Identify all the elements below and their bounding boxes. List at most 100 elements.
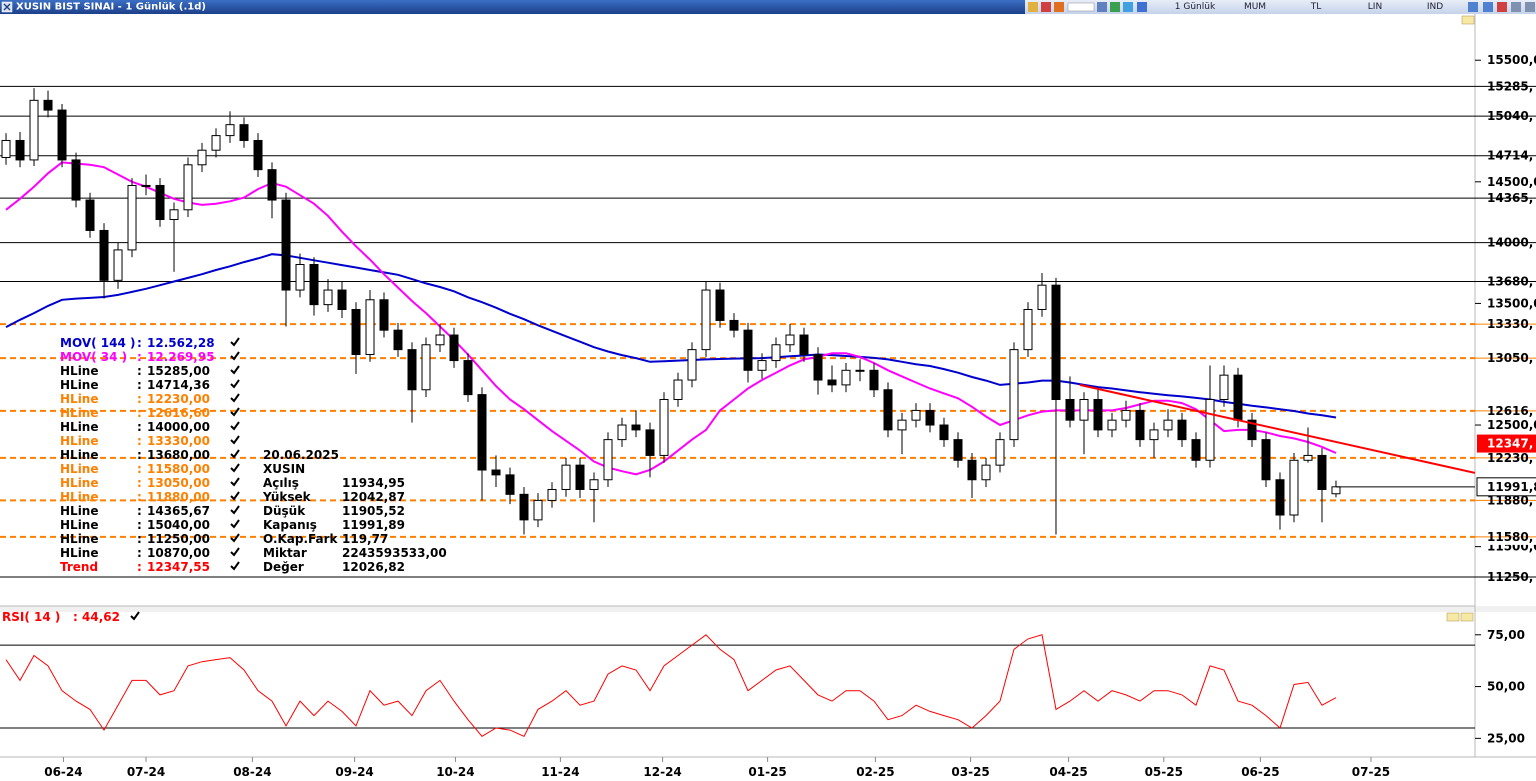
legend-separator: : [137, 490, 142, 504]
candle-body [239, 124, 249, 141]
candle-body [393, 329, 403, 351]
checkmark [230, 449, 240, 459]
candle-body [407, 349, 417, 391]
legend-separator: : [137, 406, 142, 420]
legend-separator: : [137, 434, 142, 448]
legend-name: HLine [60, 364, 98, 378]
candle-body [925, 409, 935, 426]
candle-body [673, 379, 683, 400]
legend-value: 12347,55 [147, 560, 210, 574]
candle-body [631, 424, 641, 431]
candle-body [127, 184, 137, 251]
info-value: 2243593533,00 [342, 546, 447, 560]
tool-icon[interactable] [1123, 2, 1133, 12]
legend-name: HLine [60, 434, 98, 448]
legend-name: HLine [60, 378, 98, 392]
candle-body [715, 289, 725, 321]
tool-icon[interactable] [1525, 2, 1535, 12]
moving-average-line [5, 253, 1337, 419]
legend-separator: : [137, 518, 142, 532]
candle-body [869, 369, 879, 391]
y-tick-label: 50,00 [1487, 680, 1525, 694]
panel-button[interactable] [1460, 612, 1474, 622]
tool-icon[interactable] [1468, 2, 1478, 12]
candle-body [729, 319, 739, 331]
candle-body [449, 334, 459, 362]
checkmark [230, 421, 240, 431]
candle-body [1289, 459, 1299, 516]
y-tick-label: 13500,0 [1487, 296, 1536, 310]
y-tick-label: 14500,0 [1487, 175, 1536, 189]
h-line-label: 13330, [1487, 317, 1533, 331]
tool-icon[interactable] [1041, 2, 1051, 12]
candle-body [323, 289, 333, 306]
h-line-label: 11880, [1487, 493, 1533, 507]
x-tick-label: 06-24 [44, 765, 82, 779]
x-tick-label: 06-25 [1241, 765, 1279, 779]
x-tick-label: 11-24 [541, 765, 579, 779]
candle-body [505, 474, 515, 495]
tool-icon[interactable] [1511, 2, 1521, 12]
candle-body [491, 469, 501, 476]
panel-button[interactable] [1446, 612, 1460, 622]
candle-body [1163, 419, 1173, 431]
candle-body [533, 499, 543, 521]
candle-body [253, 139, 263, 171]
info-label: Miktar [263, 546, 307, 560]
candle-body [295, 264, 305, 291]
legend-name: HLine [60, 532, 98, 546]
tool-icon[interactable] [1137, 2, 1147, 12]
info-value: 12026,82 [342, 560, 405, 574]
candle-body [351, 309, 361, 355]
candle-body [1233, 374, 1243, 421]
h-line-label: 11580, [1487, 530, 1533, 544]
tool-icon[interactable] [1110, 2, 1120, 12]
candle-body [169, 209, 179, 221]
candle-body [757, 360, 767, 371]
candle-body [71, 159, 81, 201]
x-tick-label: 01-25 [748, 765, 786, 779]
tool-icon[interactable] [1097, 2, 1107, 12]
candle-body [645, 429, 655, 456]
tool-icon[interactable] [1497, 2, 1507, 12]
legend-value: 12230,00 [147, 392, 210, 406]
candle-body [99, 229, 109, 281]
candle-body [1065, 398, 1075, 421]
candle-body [785, 334, 795, 346]
candle-body [15, 139, 25, 161]
h-line-label: 12616, [1487, 404, 1533, 418]
h-line-label: 13050, [1487, 351, 1533, 365]
candle-body [967, 459, 977, 481]
candle-body [43, 99, 53, 111]
legend-value: 15040,00 [147, 518, 210, 532]
legend-value: 13050,00 [147, 476, 210, 490]
tool-icon[interactable] [1028, 2, 1038, 12]
candle-body [799, 334, 809, 355]
info-label: Yüksek [262, 490, 312, 504]
legend-name: HLine [60, 406, 98, 420]
tool-icon[interactable] [1483, 2, 1493, 12]
x-tick-label: 05-25 [1145, 765, 1183, 779]
panel-button[interactable] [1461, 15, 1475, 25]
legend-separator: : [137, 350, 142, 364]
h-line-label: 13680, [1487, 275, 1533, 289]
toolbar-label: MUM [1244, 2, 1266, 12]
candle-body [981, 464, 991, 481]
toolbar-label: TL [1310, 2, 1322, 12]
checkmark [230, 435, 240, 445]
checkmark [230, 351, 240, 361]
x-tick-label: 02-25 [856, 765, 894, 779]
legend-name: MOV( 144 ) [60, 336, 135, 350]
candle-body [589, 479, 599, 490]
candle-body [1121, 409, 1131, 421]
candle-body [1219, 374, 1229, 400]
candle-body [771, 344, 781, 362]
checkmark [230, 337, 240, 347]
candle-body [841, 369, 851, 386]
y-tick-label: 12500,0 [1487, 418, 1536, 432]
legend-separator: : [137, 476, 142, 490]
tool-icon[interactable] [1054, 2, 1064, 12]
candle-body [575, 464, 585, 490]
info-label: Düşük [263, 504, 306, 518]
tool-icon[interactable] [1067, 2, 1095, 12]
